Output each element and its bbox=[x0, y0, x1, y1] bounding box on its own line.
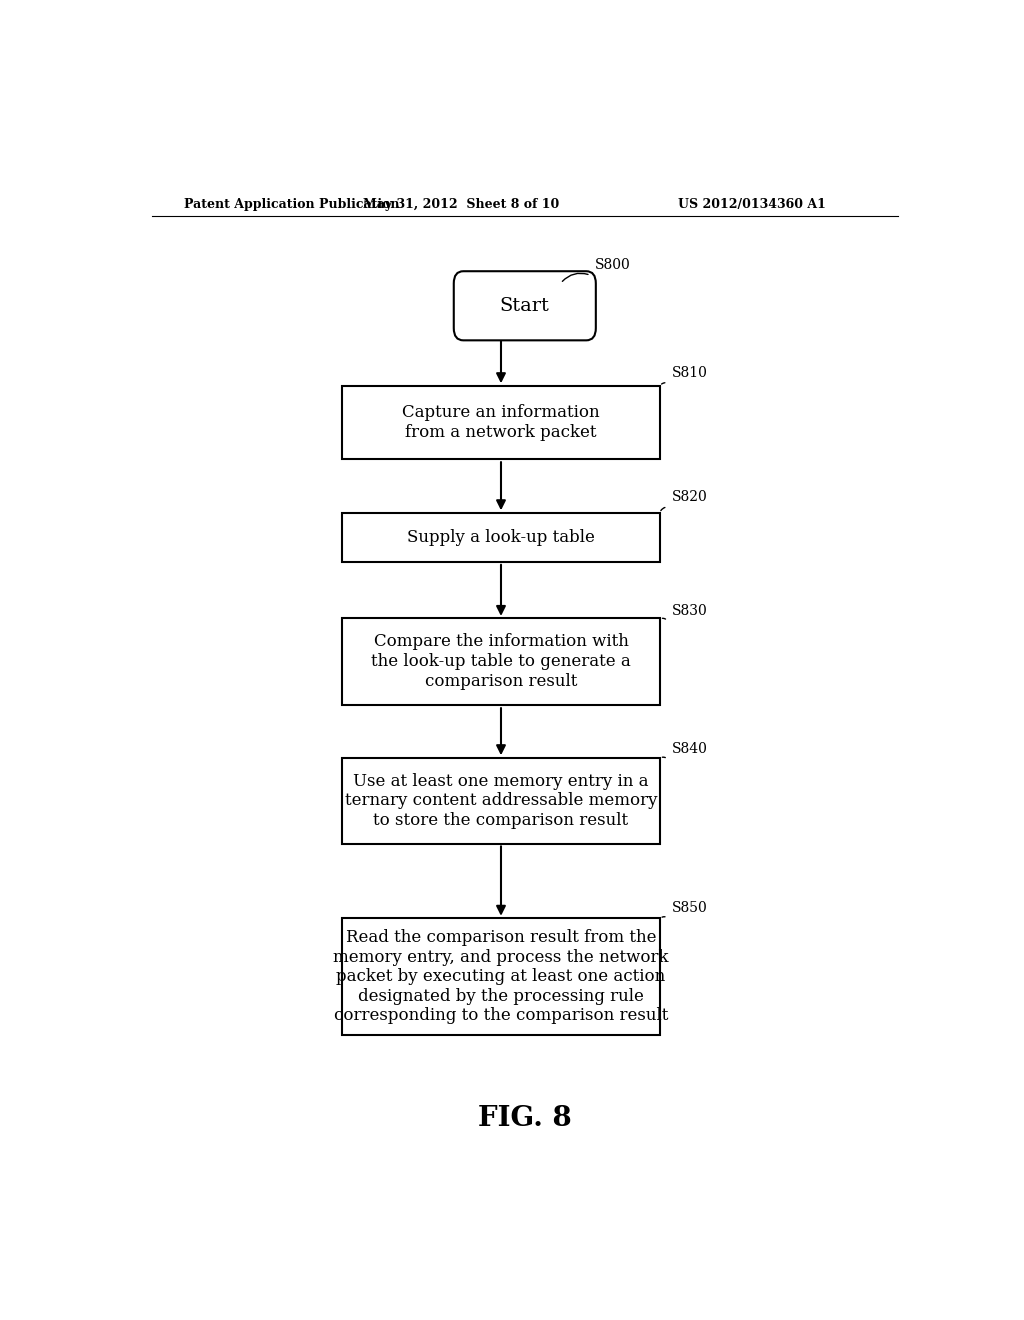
Text: US 2012/0134360 A1: US 2012/0134360 A1 bbox=[679, 198, 826, 211]
Text: Compare the information with
the look-up table to generate a
comparison result: Compare the information with the look-up… bbox=[371, 634, 631, 689]
Text: Supply a look-up table: Supply a look-up table bbox=[408, 529, 595, 546]
Text: Capture an information
from a network packet: Capture an information from a network pa… bbox=[402, 404, 600, 441]
Text: Read the comparison result from the
memory entry, and process the network
packet: Read the comparison result from the memo… bbox=[333, 929, 669, 1024]
Text: S840: S840 bbox=[672, 742, 708, 756]
Bar bbox=[342, 758, 659, 843]
Text: S820: S820 bbox=[672, 490, 708, 504]
Text: Patent Application Publication: Patent Application Publication bbox=[183, 198, 399, 211]
Text: Use at least one memory entry in a
ternary content addressable memory
to store t: Use at least one memory entry in a terna… bbox=[345, 772, 657, 829]
FancyBboxPatch shape bbox=[454, 271, 596, 341]
Text: FIG. 8: FIG. 8 bbox=[478, 1105, 571, 1133]
Text: Start: Start bbox=[500, 297, 550, 314]
Text: S800: S800 bbox=[595, 259, 631, 272]
Bar bbox=[342, 618, 659, 705]
Bar bbox=[342, 919, 659, 1035]
Text: S850: S850 bbox=[672, 900, 708, 915]
Bar bbox=[342, 385, 659, 459]
Text: S830: S830 bbox=[672, 603, 708, 618]
Bar bbox=[342, 513, 659, 562]
Text: May 31, 2012  Sheet 8 of 10: May 31, 2012 Sheet 8 of 10 bbox=[364, 198, 559, 211]
Text: S810: S810 bbox=[672, 366, 708, 380]
